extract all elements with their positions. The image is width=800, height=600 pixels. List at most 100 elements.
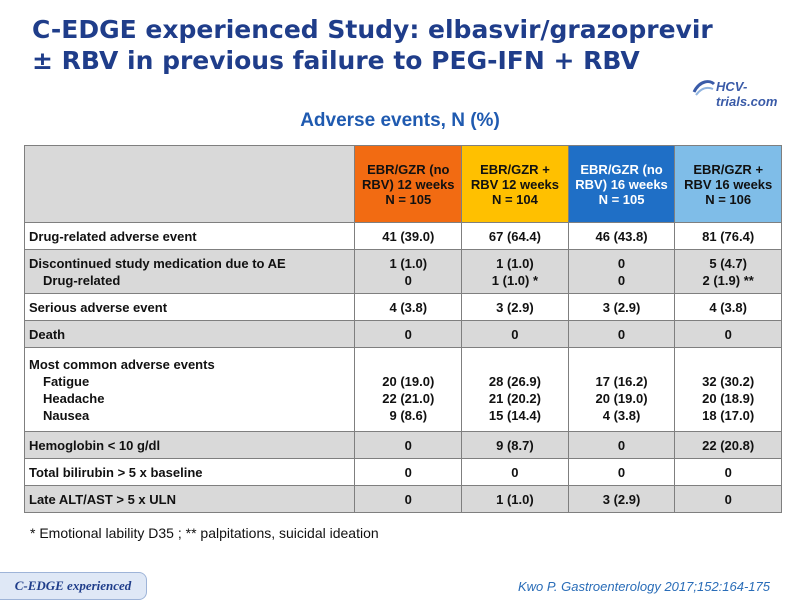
cell-value: 0	[724, 326, 732, 342]
cell-value	[359, 356, 457, 373]
header-line: EBR/GZR	[693, 161, 752, 177]
row-sublabel-text: Nausea	[43, 407, 90, 423]
cell-value	[466, 356, 564, 373]
cell-value: 9 (8.6)	[389, 407, 428, 423]
title-line-1: C-EDGE experienced Study: elbasvir/grazo…	[32, 15, 713, 44]
cell-value: 41 (39.0)	[382, 228, 435, 244]
cell-value: 0	[404, 491, 412, 507]
table-cell: 0	[461, 320, 569, 348]
study-badge: C-EDGE experienced	[0, 572, 147, 600]
cell-value	[573, 356, 671, 373]
cell-value: 5 (4.7)	[709, 255, 747, 271]
cell-value: 18 (17.0)	[702, 407, 755, 423]
table-cell: 3 (2.9)	[567, 485, 676, 513]
cell-value: 1 (1.0)	[389, 255, 428, 271]
row-label: Most common adverse events Fatigue Heada…	[23, 347, 356, 432]
footnote: * Emotional lability D35 ; ** palpitatio…	[30, 525, 379, 541]
table-cell: 5 (4.7) 2 (1.9) **	[674, 249, 782, 294]
header-arm-2: EBR/GZR + RBV 12 weeks N = 104	[461, 145, 569, 223]
cell-value: 0	[617, 326, 626, 342]
table-cell: 17 (16.2) 20 (19.0) 4 (3.8)	[567, 347, 676, 432]
header-line: 12 weeks	[397, 176, 455, 192]
table-cell: 3 (2.9)	[567, 293, 676, 321]
cell-value: 0	[404, 437, 412, 453]
cell-value: 3 (2.9)	[602, 299, 641, 315]
table-row-bilirubin: Total bilirubin > 5 x baseline 0 0 0 0	[23, 458, 782, 486]
cell-value: 67 (64.4)	[488, 228, 541, 244]
table-cell: 0	[354, 458, 463, 486]
table-cell: 0	[567, 320, 676, 348]
header-line: EBR/GZR	[580, 161, 639, 177]
header-line: EBR/GZR	[367, 161, 426, 177]
cell-value: 20 (19.0)	[595, 390, 648, 406]
table-row-death: Death 0 0 0 0	[23, 320, 782, 348]
table-cell: 1 (1.0) 1 (1.0) *	[461, 249, 569, 294]
header-line: N = 106	[705, 191, 752, 207]
logo-swoosh-icon	[692, 80, 716, 96]
table-cell: 1 (1.0) 0	[354, 249, 463, 294]
header-line: 16 weeks	[715, 176, 773, 192]
row-label: Total bilirubin > 5 x baseline	[23, 458, 356, 486]
row-label: Hemoglobin < 10 g/dl	[23, 431, 356, 459]
title-line-2: ± RBV in previous failure to PEG-IFN + R…	[32, 46, 640, 75]
header-line: + RBV	[470, 161, 550, 192]
cell-value: 0	[511, 326, 519, 342]
header-line: EBR/GZR	[480, 161, 539, 177]
row-label: Discontinued study medication due to AE …	[23, 249, 356, 294]
cell-value: 22 (21.0)	[382, 390, 435, 406]
row-label: Drug-related adverse event	[23, 222, 356, 250]
cell-value: 46 (43.8)	[595, 228, 648, 244]
slide-title: C-EDGE experienced Study: elbasvir/grazo…	[32, 14, 772, 76]
cell-value: 0	[404, 272, 412, 288]
header-line: 12 weeks	[501, 176, 560, 192]
cell-value: 0	[724, 491, 732, 507]
table-cell: 28 (26.9) 21 (20.2) 15 (14.4)	[461, 347, 569, 432]
header-arm-4: EBR/GZR + RBV 16 weeks N = 106	[674, 145, 782, 223]
table-cell: 4 (3.8)	[354, 293, 463, 321]
header-line: (no RBV)	[362, 161, 450, 192]
row-label: Late ALT/AST > 5 x ULN	[23, 485, 356, 513]
row-label: Death	[23, 320, 356, 348]
row-sublabel-text: Drug-related	[43, 272, 121, 288]
cell-value: 0	[617, 464, 626, 480]
header-arm-3: EBR/GZR (no RBV) 16 weeks N = 105	[567, 145, 676, 223]
table-cell: 41 (39.0)	[354, 222, 463, 250]
cell-value: 20 (18.9)	[702, 390, 755, 406]
table-cell: 81 (76.4)	[674, 222, 782, 250]
cell-value: 15 (14.4)	[488, 407, 541, 423]
table-cell: 0	[354, 320, 463, 348]
table-row-alt-ast: Late ALT/AST > 5 x ULN 0 1 (1.0) 3 (2.9)…	[23, 485, 782, 513]
cell-value: 0	[404, 326, 412, 342]
table-cell: 0	[674, 485, 782, 513]
adverse-events-table: EBR/GZR (no RBV) 12 weeks N = 105 EBR/GZ…	[23, 145, 782, 513]
cell-value: 81 (76.4)	[702, 228, 755, 244]
table-cell: 0	[674, 320, 782, 348]
cell-value: 4 (3.8)	[709, 299, 747, 315]
table-cell: 0	[567, 458, 676, 486]
table-row-serious-ae: Serious adverse event 4 (3.8) 3 (2.9) 3 …	[23, 293, 782, 321]
table-cell: 0 0	[567, 249, 676, 294]
table-cell: 0	[567, 431, 676, 459]
table-cell: 0	[674, 458, 782, 486]
header-arm-1: EBR/GZR (no RBV) 12 weeks N = 105	[354, 145, 463, 223]
row-label: Serious adverse event	[23, 293, 356, 321]
cell-value: 9 (8.7)	[496, 437, 534, 453]
row-label-text: Drug-related adverse event	[29, 228, 197, 244]
header-line: 16 weeks	[610, 176, 668, 192]
table-row-discontinued: Discontinued study medication due to AE …	[23, 249, 782, 294]
header-line: N = 105	[598, 191, 645, 207]
table-cell: 22 (20.8)	[674, 431, 782, 459]
header-line: + RBV	[684, 161, 764, 192]
cell-value: 3 (2.9)	[602, 491, 641, 507]
table-cell: 20 (19.0) 22 (21.0) 9 (8.6)	[354, 347, 463, 432]
row-label-text: Death	[29, 326, 66, 342]
table-cell: 9 (8.7)	[461, 431, 569, 459]
header-line: N = 104	[491, 191, 538, 207]
cell-value: 1 (1.0)	[496, 255, 534, 271]
logo-text: HCV-trials.com	[716, 79, 778, 109]
cell-value: 17 (16.2)	[595, 373, 648, 389]
row-label-text: Total bilirubin > 5 x baseline	[29, 464, 203, 480]
table-cell: 1 (1.0)	[461, 485, 569, 513]
cell-value	[679, 356, 777, 373]
cell-value: 0	[617, 272, 626, 288]
